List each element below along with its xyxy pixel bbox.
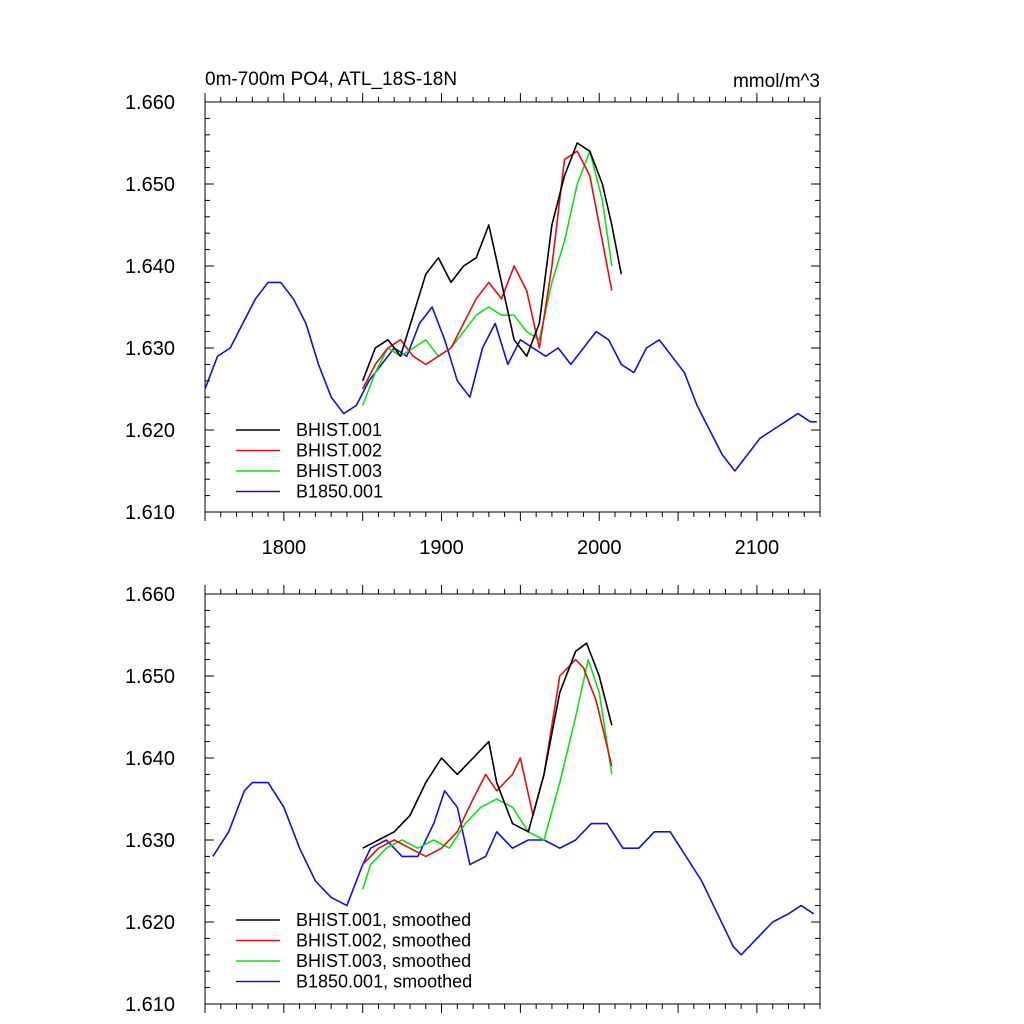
- y-tick-label: 1.610: [125, 502, 175, 524]
- y-tick-label: 1.630: [125, 830, 175, 852]
- series-line-bhist-001: [362, 642, 613, 849]
- series-line-bhist-002: [361, 150, 613, 390]
- legend-label: BHIST.002: [296, 441, 382, 461]
- top-ticks: 1.610 1.620 1.630 1.640 1.650 1.660 1800 1900 20…: [125, 92, 821, 559]
- x-tick-label: 2100: [735, 537, 780, 559]
- bottom-plot-frame: [204, 593, 821, 1005]
- series-line-bhist-003: [361, 150, 613, 406]
- y-tick-label: 1.650: [125, 174, 175, 196]
- top-plot-frame: [204, 101, 821, 513]
- top-title: 0m-700m PO4, ATL_18S-18N: [205, 69, 457, 90]
- series-line-bhist-003: [361, 658, 613, 890]
- x-tick-label: 1900: [419, 537, 464, 559]
- top-units: mmol/m^3: [733, 71, 820, 92]
- top-panel: 0m-700m PO4, ATL_18S-18N mmol/m^3 1.6101…: [125, 69, 821, 559]
- x-tick-label: 1800: [262, 537, 307, 559]
- y-tick-label: 1.640: [125, 748, 175, 770]
- series-line-bhist-001: [361, 142, 623, 382]
- y-tick-label: 1.650: [125, 666, 175, 688]
- legend-label: BHIST.003, smoothed: [296, 951, 471, 971]
- y-tick-label: 1.620: [125, 912, 175, 934]
- series-line-b1850-001: [212, 781, 815, 956]
- legend-label: BHIST.003: [296, 461, 382, 481]
- y-tick-label: 1.660: [125, 584, 175, 606]
- legend-label: BHIST.002, smoothed: [296, 931, 471, 951]
- bottom-ticks: 1.610 1.620 1.630 1.640 1.650 1.660: [125, 584, 821, 1016]
- y-tick-label: 1.620: [125, 420, 175, 442]
- y-tick-label: 1.640: [125, 256, 175, 278]
- y-tick-label: 1.610: [125, 994, 175, 1016]
- series-line-bhist-002: [362, 658, 613, 866]
- legend-label: B1850.001: [296, 482, 383, 502]
- bottom-panel: 1.610 1.620 1.630 1.640 1.650 1.660 BHIST.001…: [125, 584, 821, 1016]
- top-series: [204, 142, 817, 472]
- legend-label: BHIST.001, smoothed: [296, 910, 471, 930]
- legend-label: BHIST.001: [296, 420, 382, 440]
- x-tick-label: 2000: [577, 537, 622, 559]
- bottom-series: [212, 642, 815, 956]
- y-tick-label: 1.630: [125, 338, 175, 360]
- y-tick-label: 1.660: [125, 92, 175, 114]
- legend-label: B1850.001, smoothed: [296, 972, 472, 992]
- series-line-b1850-001: [204, 281, 817, 472]
